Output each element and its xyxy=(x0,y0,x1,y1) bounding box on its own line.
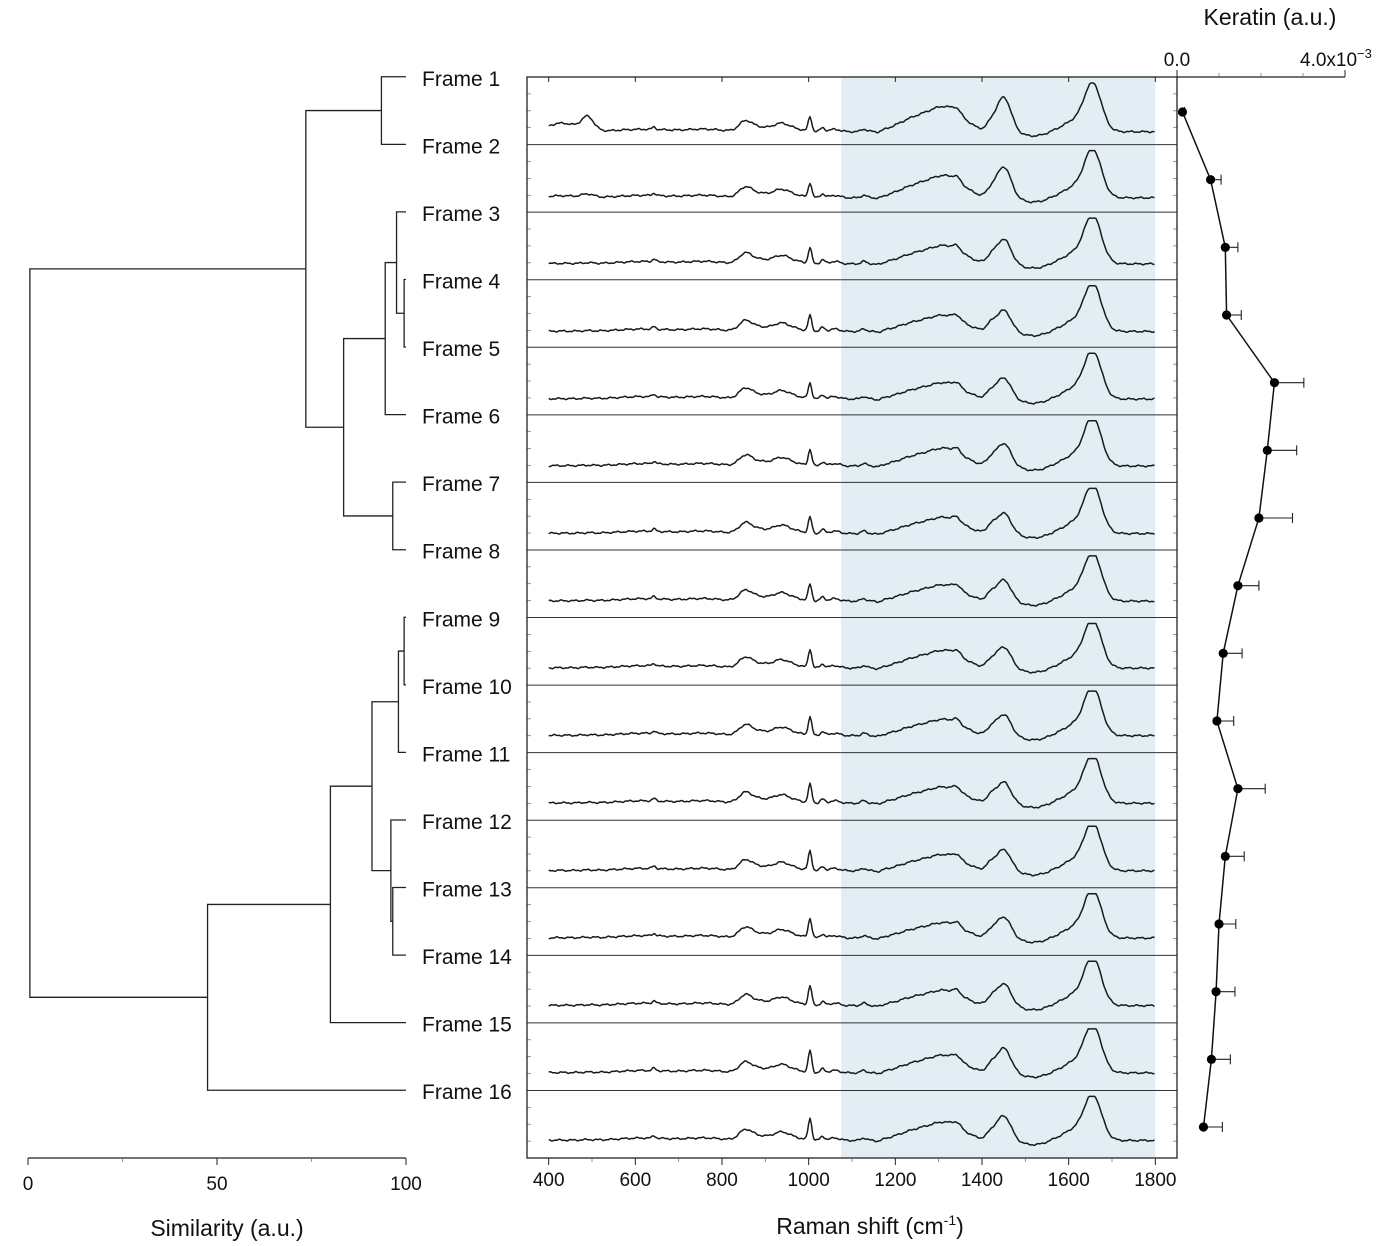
spectrum-line-7 xyxy=(548,487,1155,540)
keratin-tick-label-exp: −3 xyxy=(1357,46,1372,61)
raman-tick-label: 1600 xyxy=(1048,1170,1090,1191)
keratin-point xyxy=(1212,716,1222,726)
similarity-tick-label: 100 xyxy=(390,1174,422,1195)
dendrogram xyxy=(29,76,406,1091)
frame-label: Frame 6 xyxy=(422,406,500,429)
spectrum-line-12 xyxy=(548,825,1155,877)
raman-axis-label-sup: -1 xyxy=(944,1212,957,1228)
spectrum-line-4 xyxy=(548,284,1155,338)
keratin-point xyxy=(1214,919,1224,929)
keratin-point xyxy=(1198,1122,1209,1132)
dendrogram-branch xyxy=(392,481,406,551)
raman-tick-label: 1000 xyxy=(788,1170,830,1191)
raman-axis-label-close: ) xyxy=(956,1213,964,1239)
keratin-point xyxy=(1206,175,1216,185)
keratin-point xyxy=(1211,987,1221,997)
spectrum-line-5 xyxy=(548,352,1155,405)
spectrum-line-2 xyxy=(548,149,1155,204)
dendrogram-branch xyxy=(206,903,406,1091)
spectrum-line-10 xyxy=(548,690,1155,742)
frame-label: Frame 7 xyxy=(422,473,500,496)
similarity-axis-label: Similarity (a.u.) xyxy=(150,1215,303,1241)
frame-label: Frame 4 xyxy=(422,270,501,293)
spectrum-line-11 xyxy=(548,757,1155,809)
spectrum-line-6 xyxy=(548,420,1155,472)
spectrum-line-16 xyxy=(548,1095,1155,1146)
keratin-point xyxy=(1233,581,1243,591)
keratin-point xyxy=(1269,378,1280,388)
raman-tick-label: 1800 xyxy=(1134,1170,1176,1191)
raman-tick-label: 400 xyxy=(533,1170,565,1191)
frame-label: Frame 3 xyxy=(422,203,500,226)
keratin-point xyxy=(1254,513,1264,523)
frame-label: Frame 9 xyxy=(422,608,500,631)
dendrogram-branch xyxy=(403,616,406,686)
spectrum-line-9 xyxy=(548,622,1155,674)
frame-label: Frame 10 xyxy=(422,676,512,699)
frame-label: Frame 16 xyxy=(422,1081,512,1104)
frame-label: Frame 14 xyxy=(422,946,512,969)
dendrogram-branch xyxy=(29,268,306,998)
raman-tick-label: 1200 xyxy=(874,1170,916,1191)
keratin-point xyxy=(1218,648,1228,658)
frame-label: Frame 12 xyxy=(422,811,512,834)
frame-label: Frame 15 xyxy=(422,1014,512,1037)
spectrum-line-8 xyxy=(548,555,1155,607)
raman-tick-label: 600 xyxy=(619,1170,651,1191)
dendrogram-branch xyxy=(403,278,406,348)
frame-label: Frame 13 xyxy=(422,879,512,902)
spectrum-line-3 xyxy=(548,217,1155,270)
keratin-point xyxy=(1220,242,1230,252)
keratin-point xyxy=(1206,1054,1217,1064)
raman-axis-label-main: Raman shift (cm xyxy=(776,1213,943,1239)
dendrogram-branch xyxy=(380,76,406,145)
keratin-point xyxy=(1220,851,1230,861)
dendrogram-branch xyxy=(371,701,399,872)
raman-tick-label: 1400 xyxy=(961,1170,1003,1191)
keratin-point xyxy=(1221,310,1232,320)
dendrogram-branch xyxy=(392,886,406,956)
similarity-tick-label: 50 xyxy=(206,1174,227,1195)
keratin-tick-label-base: 4.0x10 xyxy=(1300,50,1357,71)
keratin-point xyxy=(1233,784,1243,794)
similarity-axis: 0 50 100 Similarity (a.u.) xyxy=(23,1157,422,1241)
frame-label: Frame 5 xyxy=(422,338,500,361)
similarity-tick-label: 0 xyxy=(23,1174,34,1195)
frame-label: Frame 1 xyxy=(422,68,500,91)
keratin-tick-label-right: 4.0x10−3 xyxy=(1300,46,1372,71)
spectrum-line-14 xyxy=(548,960,1155,1011)
dendrogram-branch xyxy=(397,650,406,754)
raman-tick-label: 800 xyxy=(706,1170,738,1191)
frame-label: Frame 11 xyxy=(422,743,510,766)
raman-axis-label: Raman shift (cm-1) xyxy=(776,1212,964,1239)
spectrum-line-1 xyxy=(548,82,1155,138)
frame-label: Frame 8 xyxy=(422,541,500,564)
keratin-line xyxy=(1181,111,1276,1128)
spectrum-line-15 xyxy=(548,1028,1155,1079)
frame-label: Frame 2 xyxy=(422,135,500,158)
keratin-panel: Keratin (a.u.) 0.0 4.0x10−3 xyxy=(1164,4,1372,1132)
keratin-point xyxy=(1262,445,1272,455)
keratin-title: Keratin (a.u.) xyxy=(1204,4,1337,30)
keratin-tick-label-left: 0.0 xyxy=(1164,50,1190,71)
keratin-point xyxy=(1177,107,1188,117)
dendrogram-branch xyxy=(384,261,406,416)
spectra-panel: 400 600 800 1000 1200 1400 1600 1800 Frame 1 Fra… xyxy=(422,68,1178,1239)
dendrogram-branch xyxy=(329,785,406,1024)
spectrum-line-13 xyxy=(548,893,1155,944)
